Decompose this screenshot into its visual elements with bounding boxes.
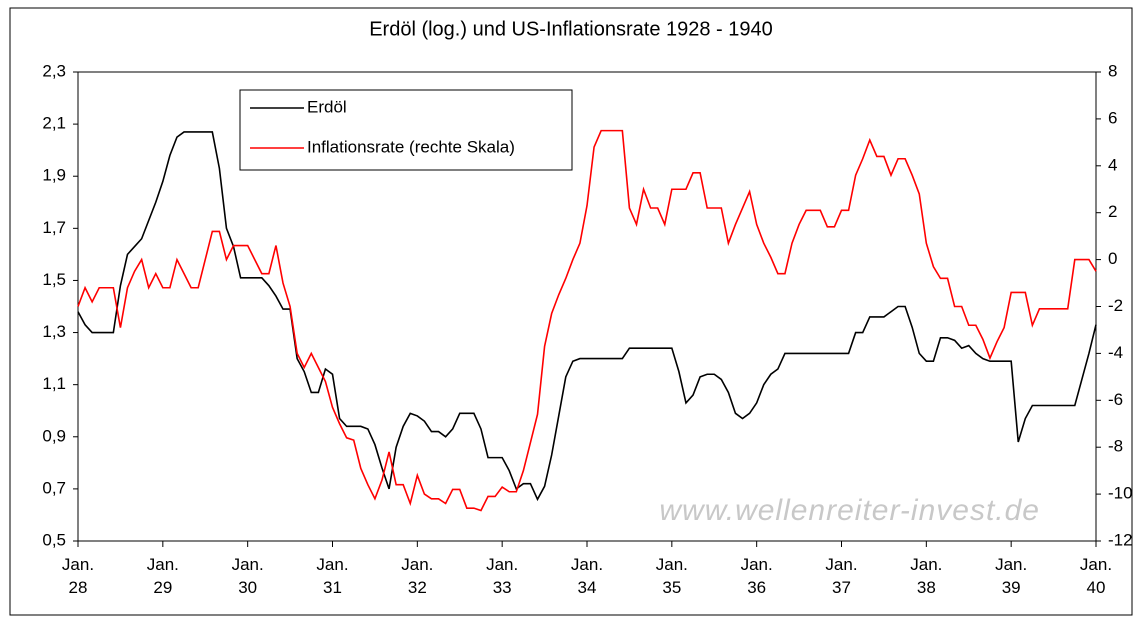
x-tick-label-line: Jan. xyxy=(910,555,942,574)
x-tick-label: Jan. 32 xyxy=(401,555,433,597)
y2-tick-label: -12 xyxy=(1108,530,1133,549)
x-tick-label: Jan. 30 xyxy=(232,555,264,597)
x-tick-label-line: Jan. xyxy=(316,555,348,574)
y-tick-label: 1,3 xyxy=(42,322,66,341)
y2-tick-label: -6 xyxy=(1108,390,1123,409)
x-tick-label-line: Jan. xyxy=(825,555,857,574)
y2-tick-label: 0 xyxy=(1108,249,1117,268)
y-tick-label: 2,1 xyxy=(42,114,66,133)
x-tick-label: Jan. 29 xyxy=(147,555,179,597)
chart-title: Erdöl (log.) und US-Inflationsrate 1928 … xyxy=(369,18,773,40)
x-tick-label: Jan. 36 xyxy=(741,555,773,597)
y2-tick-label: -2 xyxy=(1108,296,1123,315)
x-tick-label-line: Jan. xyxy=(656,555,688,574)
x-tick-label-line: Jan. xyxy=(401,555,433,574)
y-tick-label: 1,9 xyxy=(42,166,66,185)
y-tick-label: 1,5 xyxy=(42,270,66,289)
series-line xyxy=(77,129,1097,512)
y2-tick-label: 4 xyxy=(1108,155,1117,174)
y2-tick-label: -8 xyxy=(1108,437,1123,456)
y-tick-label: 1,1 xyxy=(42,374,66,393)
legend-label: Inflationsrate (rechte Skala) xyxy=(307,137,515,156)
x-tick-label: Jan. 37 xyxy=(825,555,857,597)
y2-tick-label: 6 xyxy=(1108,108,1117,127)
y-tick-label: 1,7 xyxy=(42,218,66,237)
x-tick-label-line: 35 xyxy=(662,578,681,597)
x-tick-label-line: 34 xyxy=(578,578,597,597)
x-tick-label-line: 36 xyxy=(747,578,766,597)
x-tick-label: Jan. 38 xyxy=(910,555,942,597)
x-tick-label-line: 31 xyxy=(323,578,342,597)
series-line xyxy=(77,131,1097,502)
x-tick-label-line: 28 xyxy=(69,578,88,597)
x-tick-label: Jan. 34 xyxy=(571,555,603,597)
x-tick-label-line: Jan. xyxy=(741,555,773,574)
x-tick-label-line: 33 xyxy=(493,578,512,597)
y2-tick-label: 8 xyxy=(1108,61,1117,80)
x-tick-label-line: Jan. xyxy=(232,555,264,574)
x-tick-label: Jan. 35 xyxy=(656,555,688,597)
watermark: www.wellenreiter-invest.de xyxy=(659,494,1040,527)
x-tick-label-line: 39 xyxy=(1002,578,1021,597)
legend: Erdöl Inflationsrate (rechte Skala) xyxy=(239,89,573,171)
y2-tick-label: -10 xyxy=(1108,484,1133,503)
x-tick-label: Jan. 33 xyxy=(486,555,518,597)
x-tick-label-line: 40 xyxy=(1087,578,1106,597)
x-tick-label: Jan. 28 xyxy=(62,555,94,597)
legend-box xyxy=(239,89,573,171)
x-tick-label: Jan. 39 xyxy=(995,555,1027,597)
y-tick-label: 0,9 xyxy=(42,426,66,445)
x-tick-label-line: 30 xyxy=(238,578,257,597)
x-tick-label-line: Jan. xyxy=(147,555,179,574)
legend-label: Erdöl xyxy=(307,97,347,116)
y-tick-label: 0,5 xyxy=(42,530,66,549)
y2-tick-label: -4 xyxy=(1108,343,1123,362)
x-tick-label-line: 29 xyxy=(153,578,172,597)
y-tick-label: 0,7 xyxy=(42,478,66,497)
x-tick-label: Jan. 40 xyxy=(1080,555,1112,597)
x-tick-label-line: Jan. xyxy=(62,555,94,574)
x-tick-label-line: Jan. xyxy=(995,555,1027,574)
y-tick-label: 2,3 xyxy=(42,61,66,80)
x-tick-label-line: 38 xyxy=(917,578,936,597)
x-tick-label-line: 32 xyxy=(408,578,427,597)
x-tick-label: Jan. 31 xyxy=(316,555,348,597)
x-tick-label-line: Jan. xyxy=(486,555,518,574)
x-tick-label-line: Jan. xyxy=(571,555,603,574)
x-tick-label-line: Jan. xyxy=(1080,555,1112,574)
x-tick-label-line: 37 xyxy=(832,578,851,597)
y2-tick-label: 2 xyxy=(1108,202,1117,221)
